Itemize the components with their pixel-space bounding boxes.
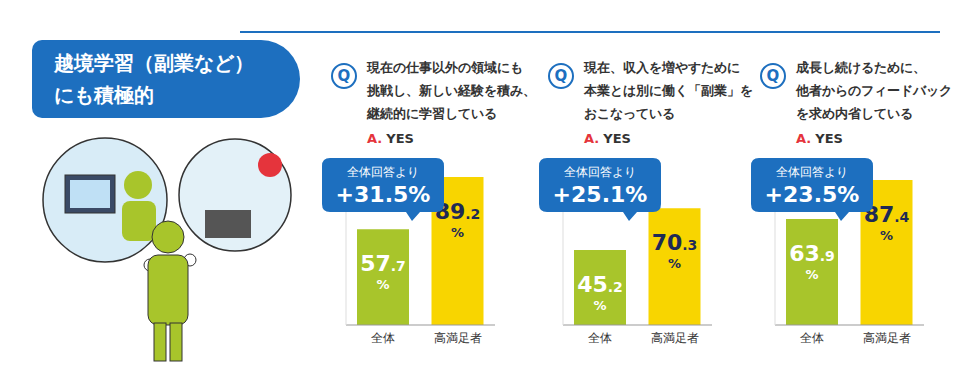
svg-text:%: % xyxy=(451,225,464,240)
html-text:おこなっている: おこなっている xyxy=(584,106,675,121)
svg-text:全体回答より: 全体回答より xyxy=(347,165,419,179)
html-text:A. YES: A. YES xyxy=(584,131,631,146)
svg-text:%: % xyxy=(668,256,681,271)
html-text:他者からのフィードバック: 他者からのフィードバック xyxy=(796,83,952,98)
svg-text:高満足者: 高満足者 xyxy=(651,331,699,345)
html-text:継続的に学習している: 継続的に学習している xyxy=(367,106,497,121)
svg-text:全体: 全体 xyxy=(588,331,612,345)
svg-text:%: % xyxy=(880,228,893,243)
html-text:本業とは別に働く「副業」を: 本業とは別に働く「副業」を xyxy=(584,83,753,98)
svg-text:%: % xyxy=(376,277,389,292)
html-text:Q: Q xyxy=(554,67,568,85)
svg-text:%: % xyxy=(593,298,606,313)
svg-text:89.2: 89.2 xyxy=(434,198,481,224)
html-text:A. YES: A. YES xyxy=(367,131,414,146)
html-text:Q: Q xyxy=(766,67,780,85)
svg-text:63.9: 63.9 xyxy=(789,241,835,266)
svg-text:+23.5%: +23.5% xyxy=(765,182,860,207)
svg-text:70.3: 70.3 xyxy=(652,230,698,255)
svg-text:全体回答より: 全体回答より xyxy=(776,165,848,179)
svg-text:+31.5%: +31.5% xyxy=(336,182,431,207)
svg-text:全体: 全体 xyxy=(800,331,824,345)
svg-text:87.4: 87.4 xyxy=(863,201,910,227)
html-text:越境学習（副業など）: 越境学習（副業など） xyxy=(54,51,254,75)
html-text:現在の仕事以外の領域にも: 現在の仕事以外の領域にも xyxy=(367,60,523,75)
html-text:A. YES: A. YES xyxy=(796,131,843,146)
svg-text:全体回答より: 全体回答より xyxy=(564,165,636,179)
html-text:挑戦し、新しい経験を積み、: 挑戦し、新しい経験を積み、 xyxy=(367,83,536,98)
svg-text:全体: 全体 xyxy=(371,331,395,345)
svg-text:高満足者: 高満足者 xyxy=(863,331,911,345)
html-text:を求め内省している: を求め内省している xyxy=(796,106,913,121)
svg-text:%: % xyxy=(805,267,818,282)
html-text:成長し続けるために、: 成長し続けるために、 xyxy=(796,60,926,75)
svg-text:57.7: 57.7 xyxy=(360,251,406,276)
html-text:現在、収入を増やすために: 現在、収入を増やすために xyxy=(584,60,740,75)
html-text:Q: Q xyxy=(337,67,351,85)
html-text:にも積極的: にも積極的 xyxy=(54,83,154,107)
svg-text:+25.1%: +25.1% xyxy=(553,182,648,207)
svg-text:45.2: 45.2 xyxy=(577,272,623,297)
svg-text:高満足者: 高満足者 xyxy=(434,331,482,345)
